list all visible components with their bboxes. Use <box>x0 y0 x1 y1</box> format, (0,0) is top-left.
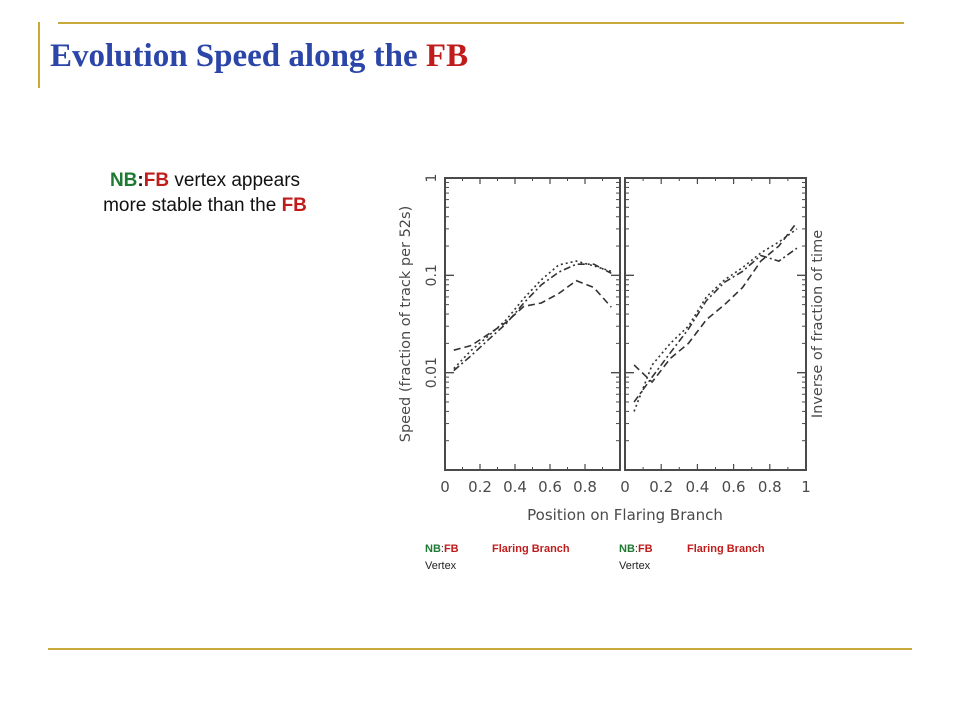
series-line-dashed <box>633 221 798 384</box>
plot-frame-0 <box>444 177 621 471</box>
caption-colon: : <box>634 543 638 555</box>
title-accent: FB <box>425 38 469 74</box>
caption-right-vertex: NB:FB Vertex <box>619 541 653 575</box>
note-colon: : <box>137 170 144 191</box>
caption-vertex: Vertex <box>619 560 651 572</box>
caption-nb: NB <box>425 543 441 555</box>
caption-colon: : <box>440 543 444 555</box>
x-tick-label: 0.2 <box>468 478 492 496</box>
y-axis-label: Speed (fraction of track per 52s) <box>398 206 414 442</box>
series-line-dashdot <box>633 247 798 403</box>
left-rule <box>38 22 40 88</box>
x-tick-label: 0.8 <box>758 478 782 496</box>
x-tick-label: 0.6 <box>722 478 746 496</box>
x-tick-label: 0.4 <box>503 478 527 496</box>
x-tick-label: 0 <box>620 478 630 496</box>
bottom-rule <box>48 648 912 650</box>
note-nb: NB <box>109 170 138 191</box>
y-tick-label: 0.1 <box>424 264 440 286</box>
series-line-dotted <box>453 260 612 370</box>
plot-frame-1 <box>624 177 807 471</box>
caption-branch: Flaring Branch <box>492 543 570 555</box>
caption-fb: FB <box>443 543 459 555</box>
note-line2: more stable than the <box>103 195 282 216</box>
y-tick-label: 1 <box>424 174 440 183</box>
note-fb: FB <box>143 170 170 191</box>
x-tick-label: 0.8 <box>573 478 597 496</box>
caption-vertex: Vertex <box>425 560 457 572</box>
y-axis-label: Inverse of fraction of time <box>810 230 826 418</box>
caption-right-branch: Flaring Branch <box>687 541 765 558</box>
caption-nb: NB <box>619 543 635 555</box>
x-tick-label: 0 <box>440 478 450 496</box>
caption-branch: Flaring Branch <box>687 543 765 555</box>
annotation-note: NB:FB vertex appears more stable than th… <box>55 168 355 218</box>
speed-chart: 0.01 0.1 1 0 0.2 0.4 0.6 0.8 Speed (fraction of … <box>398 174 826 524</box>
x-tick-label: 0.2 <box>649 478 673 496</box>
y-tick-label: 0.01 <box>424 357 440 388</box>
x-tick-label: 0.4 <box>685 478 709 496</box>
series-line-dotted <box>633 228 798 412</box>
series-line-dashdot <box>453 263 612 372</box>
x-tick-label: 0.6 <box>538 478 562 496</box>
top-rule <box>58 22 904 24</box>
caption-fb: FB <box>637 543 653 555</box>
caption-left-branch: Flaring Branch <box>492 541 570 558</box>
slide-title: Evolution Speed along the FB <box>50 38 468 75</box>
title-main: Evolution Speed along the <box>50 38 426 74</box>
x-tick-label: 1 <box>801 478 811 496</box>
caption-left-vertex: NB:FB Vertex <box>425 541 459 575</box>
note-fb2: FB <box>281 195 307 216</box>
x-axis-label: Position on Flaring Branch <box>527 506 723 524</box>
series-line-dashed <box>453 279 612 351</box>
note-mid: vertex appears <box>169 170 301 191</box>
